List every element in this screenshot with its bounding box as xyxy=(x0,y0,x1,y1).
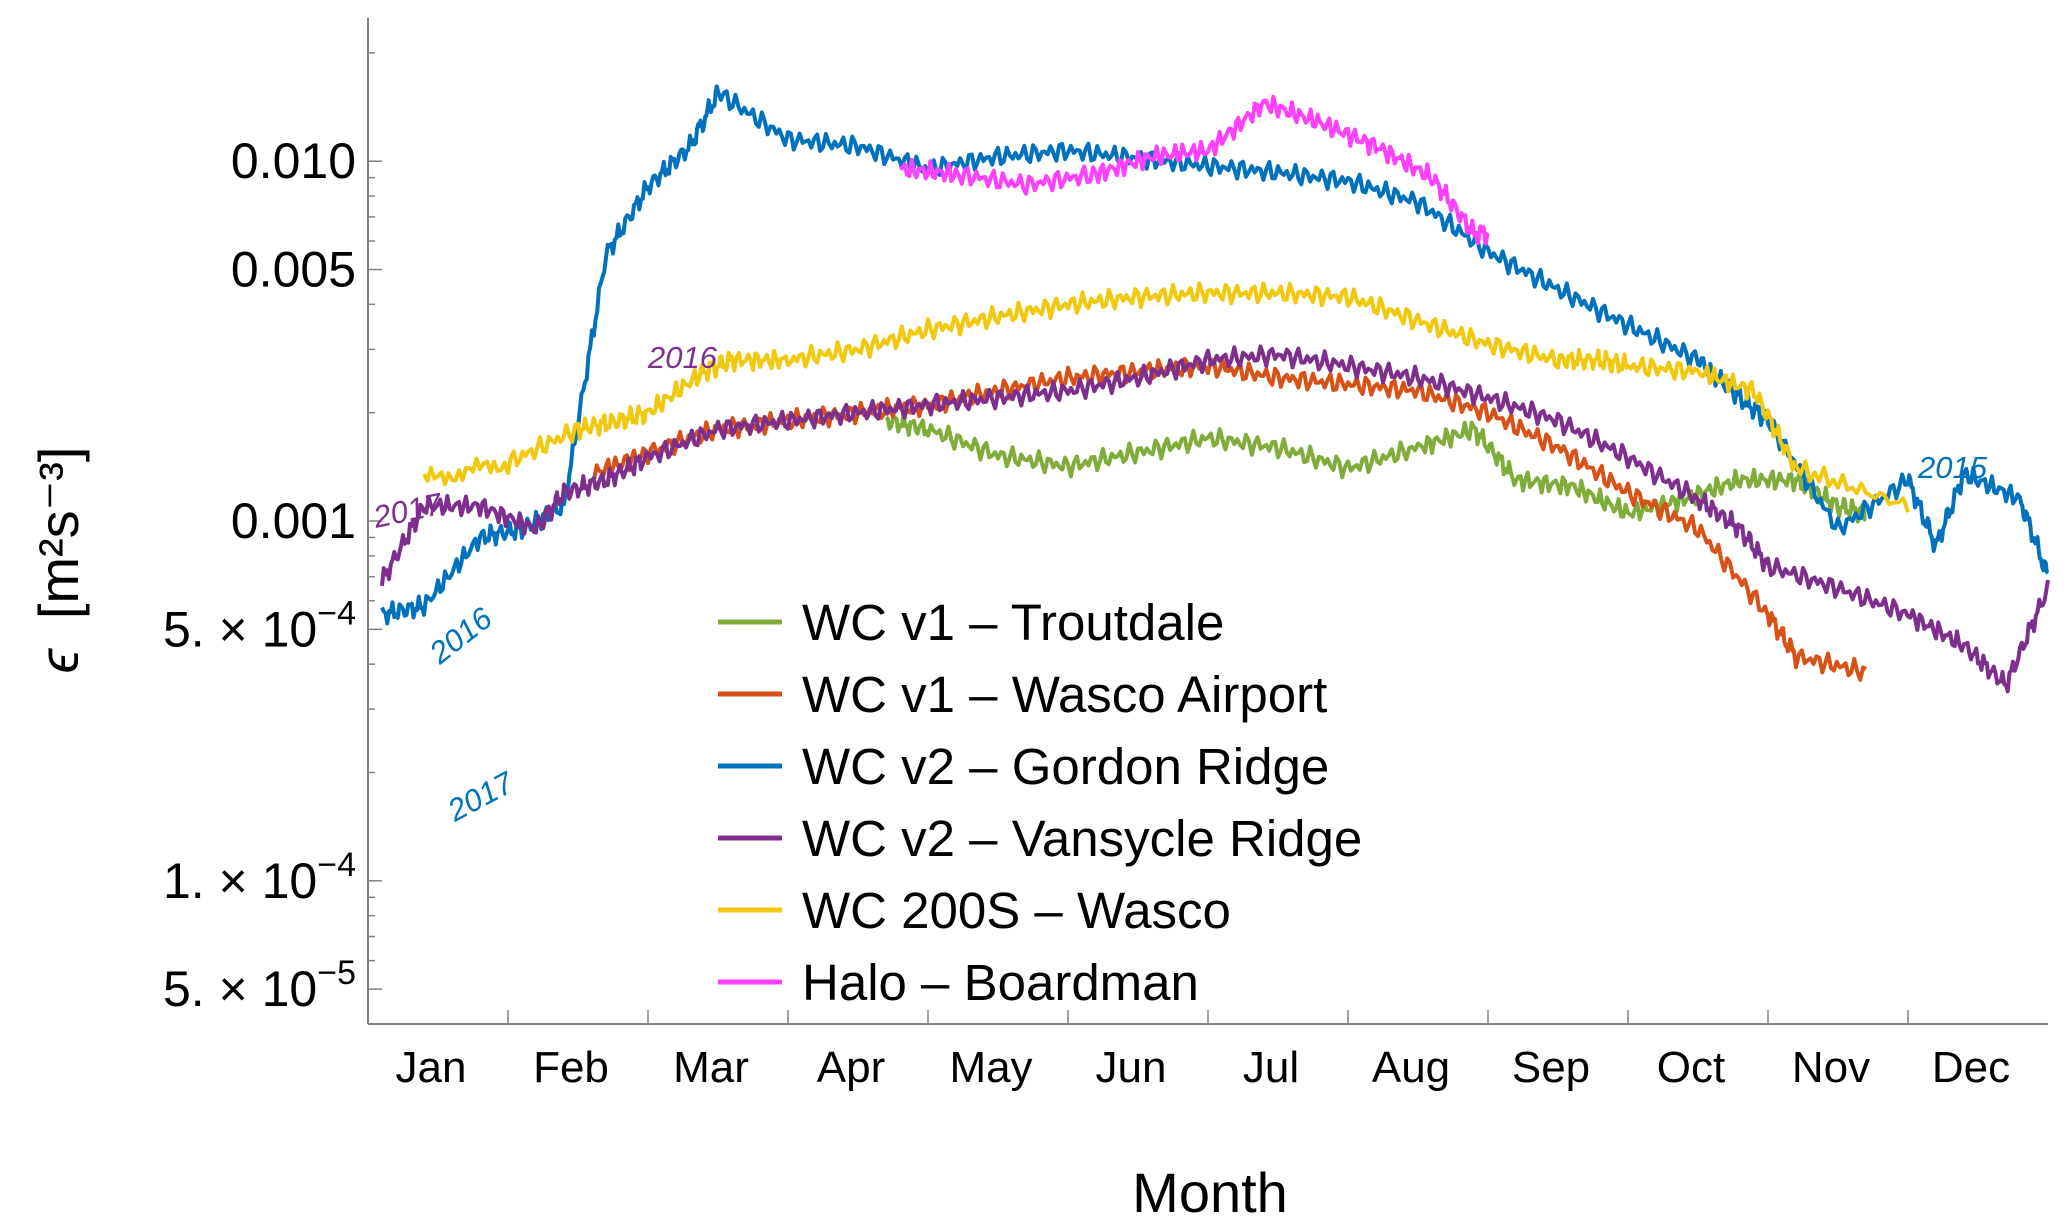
series-year-annotation: 2016 xyxy=(422,600,499,671)
series-line xyxy=(885,411,1867,524)
y-tick-labels: 0.010 0.005 0.001 5. × 10−4 1. × 10−4 5. × 10… xyxy=(163,133,356,1017)
y-tick-label: 0.005 xyxy=(231,242,356,298)
legend-label: WC 200S – Wasco xyxy=(802,882,1231,939)
y-tick-label: 1. × 10−4 xyxy=(163,846,356,909)
x-tick-label: Mar xyxy=(673,1043,749,1092)
legend-label: WC v1 – Wasco Airport xyxy=(802,666,1327,723)
x-tick-label: Dec xyxy=(1932,1043,2010,1092)
x-tick-label: Jan xyxy=(396,1043,467,1092)
x-tick-label: Apr xyxy=(817,1043,885,1092)
x-tick-label: Oct xyxy=(1657,1043,1725,1092)
x-tick-label: May xyxy=(949,1043,1032,1092)
series-year-annotation: 2016 xyxy=(647,340,718,375)
y-tick-label: 5. × 10−5 xyxy=(163,954,356,1017)
x-axis-title: Month xyxy=(1132,1161,1288,1224)
series-year-annotation: 2017 xyxy=(441,764,521,829)
y-tick-label: 0.001 xyxy=(231,493,356,549)
series-year-annotation: 2017 xyxy=(369,486,446,535)
legend-label: WC v2 – Gordon Ridge xyxy=(802,738,1329,795)
series-line xyxy=(590,356,1867,682)
y-tick-label: 0.010 xyxy=(231,133,356,189)
svg-text:ϵ [m²s⁻³]: ϵ [m²s⁻³] xyxy=(27,447,90,674)
x-tick-label: Nov xyxy=(1792,1043,1870,1092)
y-axis-symbol: ϵ xyxy=(27,647,90,673)
x-tick-label: Sep xyxy=(1512,1043,1590,1092)
x-tick-labels: Jan Feb Mar Apr May Jun Jul Aug Sep Oct Nov Dec xyxy=(396,1043,2011,1092)
series-lines xyxy=(380,84,2050,694)
x-axis-ticks xyxy=(507,1010,1909,1024)
x-tick-label: Jun xyxy=(1096,1043,1167,1092)
legend-label: Halo – Boardman xyxy=(802,954,1199,1011)
y-axis-ticks xyxy=(368,52,382,1025)
x-tick-label: Aug xyxy=(1372,1043,1450,1092)
series-line xyxy=(380,84,2050,626)
series-line xyxy=(380,344,2050,694)
y-axis-unit: [m²s⁻³] xyxy=(27,447,90,620)
legend: WC v1 – Troutdale WC v1 – Wasco Airport WC… xyxy=(718,594,1362,1011)
series-line xyxy=(422,281,1910,513)
legend-label: WC v2 – Vansycle Ridge xyxy=(802,810,1362,867)
y-axis-title: ϵ [m²s⁻³] xyxy=(27,447,90,674)
legend-label: WC v1 – Troutdale xyxy=(802,594,1224,651)
series-year-annotation: 2015 xyxy=(1917,450,1988,485)
series-line xyxy=(899,94,1490,246)
x-tick-label: Jul xyxy=(1243,1043,1299,1092)
y-tick-label: 5. × 10−4 xyxy=(163,594,356,657)
x-tick-label: Feb xyxy=(533,1043,609,1092)
